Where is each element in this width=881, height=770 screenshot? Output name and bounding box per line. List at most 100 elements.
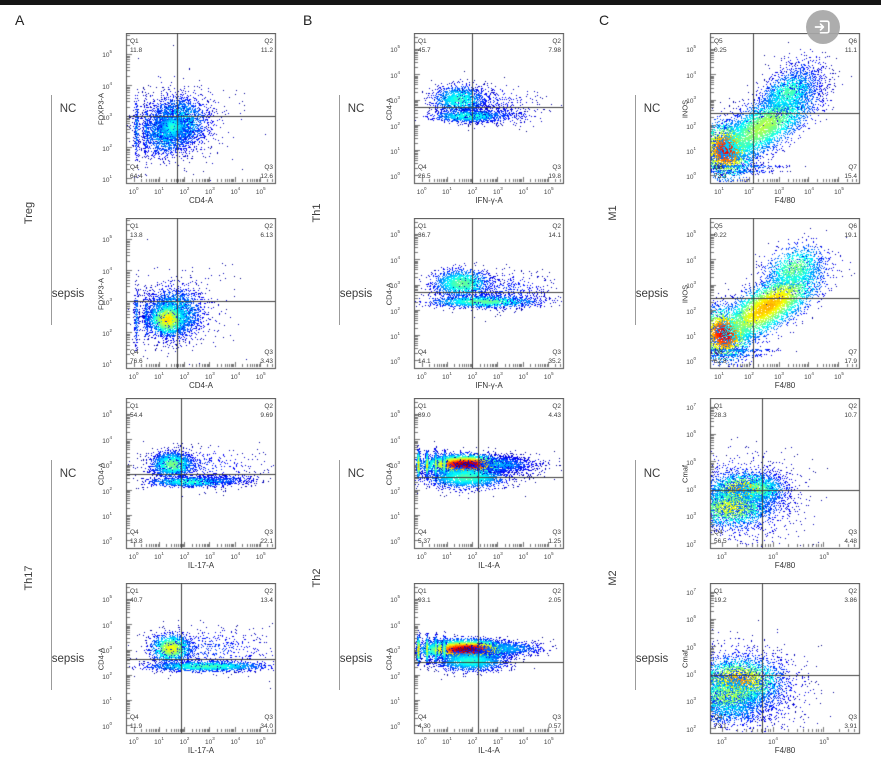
quadrant-stat-q6: Q6 11.1 (845, 37, 857, 55)
axis-tick: 103 (102, 460, 112, 471)
quadrant-label: Q3 (264, 714, 273, 721)
quadrant-stat-q3: Q3 19.8 (548, 163, 561, 181)
axis-tick: 104 (768, 551, 778, 562)
quadrant-value: 12.6 (260, 173, 273, 180)
flow-plot-m2-nc: NC Cmaf 102 103 104 105 106 107 Q1 28.3 Q2 10.7 Q3 4.… (599, 398, 881, 574)
quadrant-label: Q4 (130, 529, 139, 536)
axis-tick: 105 (819, 551, 830, 562)
axis-tick: 103 (390, 460, 400, 471)
quadrant-stat-q1: Q1 11.8 (130, 37, 142, 55)
axis-tick: 104 (686, 254, 696, 265)
axis-tick: 102 (467, 186, 478, 197)
flow-scatter-canvas (698, 33, 861, 195)
x-axis-label: IL-4-A (478, 561, 500, 570)
quadrant-stat-q3: Q3 0.57 (548, 713, 561, 731)
quadrant-value: 62.8 (714, 358, 727, 365)
quadrant-stat-q3: Q3 22.1 (260, 528, 273, 546)
axis-tick: 102 (390, 670, 400, 681)
quadrant-label: Q8 (714, 349, 723, 356)
flow-scatter-canvas (114, 218, 277, 380)
axis-tick: 105 (686, 44, 696, 55)
axis-tick: 104 (102, 80, 112, 91)
axis-tick: 100 (390, 721, 400, 732)
axis-tick: 104 (102, 265, 112, 276)
axis-tick: 103 (205, 186, 215, 197)
x-axis-ticks: 101 102 103 104 105 (698, 371, 861, 381)
flow-plot-treg-nc: NC FOXP3-A 101 102 103 104 105 Q1 11.8 Q2 11.2 Q3 12… (15, 33, 307, 209)
flow-scatter-canvas (402, 398, 565, 560)
axis-tick: 104 (390, 434, 400, 445)
axis-tick: 100 (416, 371, 427, 382)
y-axis-ticks: 102 103 104 105 106 107 (665, 583, 696, 735)
plot-area: Q1 11.8 Q2 11.2 Q3 12.6 Q4 64.4 (114, 33, 277, 195)
axis-tick: 102 (686, 305, 696, 316)
panel-letter-c: C (599, 12, 610, 28)
axis-tick: 100 (686, 356, 696, 367)
axis-tick: 104 (390, 619, 400, 630)
plot-area: Q1 89.0 Q2 4.43 Q3 1.25 Q4 5.37 (402, 398, 565, 560)
condition-label: NC (347, 103, 365, 115)
axis-tick: 103 (390, 95, 400, 106)
quadrant-value: 73.1 (714, 723, 727, 730)
quadrant-stat-q3: Q3 3.91 (844, 713, 857, 731)
open-image-button[interactable] (806, 10, 840, 44)
quadrant-stat-q2: Q2 4.43 (548, 402, 561, 420)
condition-label: NC (59, 103, 77, 115)
axis-tick: 105 (255, 736, 266, 747)
flow-scatter-canvas (698, 218, 861, 380)
axis-tick: 105 (686, 456, 696, 467)
condition-label: sepsis (51, 288, 85, 300)
axis-tick: 104 (686, 69, 696, 80)
axis-tick: 102 (686, 723, 696, 734)
quadrant-value: 36.7 (418, 232, 431, 239)
x-axis-ticks: 100 101 102 103 104 105 (114, 371, 277, 381)
flow-plot-m1-nc: NC INOS 100 101 102 103 104 105 Q5 0.25 Q6 11.1 Q7 15… (599, 33, 881, 209)
flow-scatter-canvas (114, 583, 277, 745)
quadrant-stat-q1: Q1 45.7 (418, 37, 431, 55)
x-axis-ticks: 100 101 102 103 104 105 (402, 736, 565, 747)
axis-tick: 101 (102, 695, 112, 707)
quadrant-stat-q1: Q1 36.7 (418, 222, 431, 240)
axis-tick: 102 (102, 143, 112, 154)
quadrant-label: Q6 (848, 38, 857, 45)
group-th2: Th2 NC CD4-A 100 101 102 103 104 105 Q1 89.0 Q2 4.43… (303, 398, 595, 758)
quadrant-value: 54.4 (130, 412, 143, 419)
group-bracket (339, 95, 340, 325)
plot-area: Q5 0.25 Q6 11.1 Q7 15.4 Q8 73.3 (698, 33, 861, 195)
flow-plot-th1-sepsis: sepsis CD4-A 100 101 102 103 104 105 Q1 36.7 Q2 14.… (303, 218, 595, 394)
quadrant-stat-q7: Q7 17.9 (844, 348, 857, 366)
axis-tick: 104 (102, 434, 112, 445)
quadrant-value: 1.25 (548, 538, 561, 545)
condition-label: sepsis (635, 288, 669, 300)
flow-plot-m2-sepsis: sepsis Cmaf 102 103 104 105 106 107 Q1 19.2 Q2 3.86… (599, 583, 881, 759)
axis-tick: 103 (716, 736, 727, 747)
plot-area: Q5 0.22 Q6 19.1 Q7 17.9 Q8 62.8 (698, 218, 861, 380)
quadrant-value: 22.1 (260, 538, 273, 545)
axis-tick: 102 (390, 485, 400, 496)
quadrant-label: Q1 (418, 588, 427, 595)
axis-tick: 100 (416, 186, 427, 197)
quadrant-label: Q4 (418, 714, 427, 721)
quadrant-stat-q4: Q4 64.4 (130, 163, 143, 181)
axis-tick: 102 (467, 736, 478, 747)
axis-tick: 102 (467, 551, 478, 562)
group-bracket (339, 460, 340, 690)
quadrant-stat-q4: Q4 13.8 (130, 528, 143, 546)
quadrant-value: 14.1 (548, 232, 561, 239)
group-m2: M2 NC Cmaf 102 103 104 105 106 107 Q1 28.3 Q2 10.7 Q3… (599, 398, 881, 758)
axis-tick: 103 (774, 186, 784, 197)
axis-tick: 100 (102, 721, 112, 732)
quadrant-stat-q3: Q3 1.25 (548, 528, 561, 546)
quadrant-value: 56.5 (714, 538, 727, 545)
axis-tick: 101 (102, 510, 112, 522)
axis-tick: 106 (686, 429, 696, 440)
quadrant-value: 0.57 (548, 723, 561, 730)
quadrant-value: 76.6 (130, 358, 143, 365)
quadrant-value: 13.8 (130, 538, 143, 545)
quadrant-stat-q2: Q2 3.86 (844, 587, 857, 605)
quadrant-label: Q7 (848, 164, 857, 171)
condition-label: sepsis (339, 653, 373, 665)
axis-tick: 101 (686, 145, 696, 157)
axis-tick: 104 (518, 551, 529, 562)
